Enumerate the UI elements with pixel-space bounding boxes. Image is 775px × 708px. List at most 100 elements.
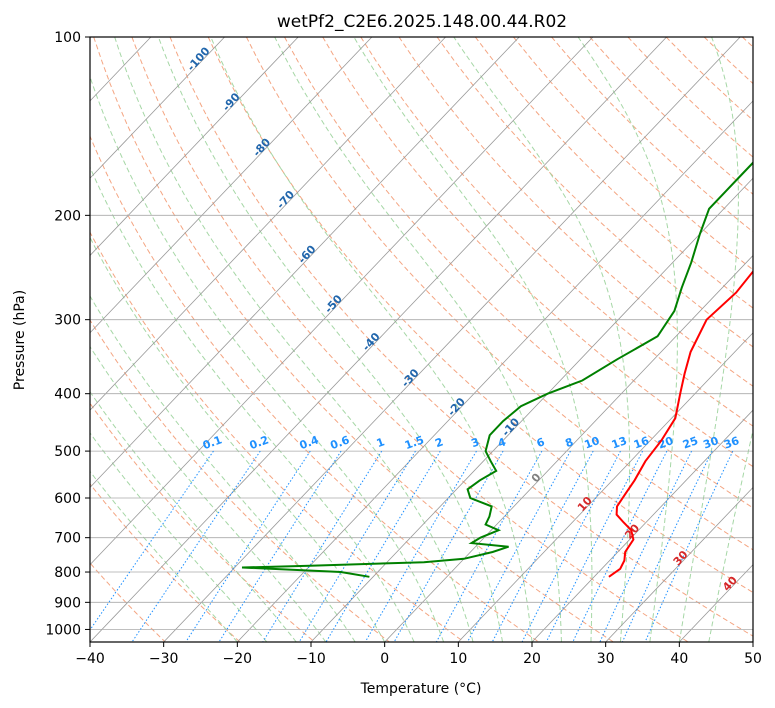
dry-adiabat [93, 37, 614, 642]
mixing-ratio-line [521, 450, 621, 642]
isotherm [90, 37, 225, 179]
dry-adiabat [474, 37, 753, 309]
mixing-ratio-label: 3 [469, 435, 481, 450]
y-tick-label: 500 [54, 444, 81, 460]
moist-adiabat [90, 345, 327, 642]
chart-title: wetPf2_C2E6.2025.148.00.44.R02 [277, 12, 567, 32]
x-tick-label: 50 [744, 651, 762, 667]
mixing-ratio-line [393, 450, 504, 642]
mixing-ratio-line [90, 450, 214, 631]
mixing-ratio-line [491, 450, 594, 642]
y-tick-label: 800 [54, 565, 81, 581]
x-tick-label: −40 [75, 651, 105, 667]
axes: −40 −30 −20 −10 0 10 20 30 40 50 100 200 300 400 500 6 0… [45, 30, 762, 667]
mixing-ratio-line [572, 450, 668, 642]
dry-adiabat [90, 231, 465, 642]
moist-adiabat [274, 37, 562, 642]
moist-adiabat [90, 470, 238, 642]
x-tick-label: 0 [380, 651, 389, 667]
mixing-ratio-label: 30 [701, 434, 720, 452]
mixing-ratio-label: 16 [632, 434, 651, 452]
isotherm [605, 486, 753, 642]
temperature-line [608, 269, 753, 578]
y-tick-label: 900 [54, 595, 81, 611]
x-tick-label: 30 [597, 651, 615, 667]
moist-adiabat [708, 427, 753, 642]
mixing-ratio-line [467, 450, 571, 642]
isotherm [237, 100, 753, 642]
dry-adiabat [360, 37, 753, 427]
y-tick-label: 300 [54, 313, 81, 329]
x-tick-label: −30 [149, 651, 179, 667]
mixing-ratio-label: 13 [610, 434, 629, 451]
mixing-ratio-label: 20 [656, 434, 675, 452]
mixing-ratio-line [185, 450, 311, 642]
mixing-ratio-label: 36 [722, 434, 741, 452]
y-tick-label: 400 [54, 387, 81, 403]
dry-adiabat [436, 37, 753, 348]
isotherm [384, 254, 753, 642]
moist-adiabat [90, 75, 445, 642]
moist-adiabat [678, 37, 739, 642]
x-tick-label: −20 [223, 651, 253, 667]
mixing-ratio-line [298, 450, 416, 642]
mixing-ratio-label: 0.1 [201, 433, 224, 452]
x-tick-label: 20 [523, 651, 541, 667]
y-tick-label: 200 [54, 208, 81, 224]
isotherm [163, 37, 741, 642]
mixing-ratio-label: 6 [535, 435, 547, 450]
dry-adiabat [322, 37, 753, 468]
mixing-ratio-label: 8 [563, 435, 575, 450]
moist-adiabat [90, 390, 297, 642]
isotherm [90, 37, 520, 488]
dry-adiabat [207, 37, 753, 594]
mixing-ratio-label: 0.4 [298, 433, 321, 452]
mixing-ratio-line [545, 450, 644, 642]
isotherm [90, 37, 299, 257]
moist-adiabat [90, 166, 415, 642]
x-tick-label: 10 [449, 651, 467, 667]
mixing-ratio-label: 4 [496, 435, 508, 450]
moist-adiabat [353, 37, 593, 642]
mixing-ratio-line [435, 450, 543, 642]
y-tick-label: 1000 [45, 622, 81, 638]
mixing-ratio-label: 0.6 [329, 433, 352, 452]
isotherm [310, 177, 753, 642]
y-tick-label: 700 [54, 531, 81, 547]
x-tick-label: 40 [670, 651, 688, 667]
mixing-ratio-label: 10 [583, 434, 602, 452]
isotherm [531, 409, 753, 642]
moist-adiabat [577, 37, 678, 642]
moist-adiabat [90, 295, 356, 642]
mixing-ratio-label: 0.2 [248, 433, 271, 452]
dry-adiabat [90, 402, 316, 642]
mixing-ratio-line [218, 450, 342, 642]
x-axis-label: Temperature (°C) [360, 681, 482, 697]
dewpoint-line [241, 161, 753, 578]
isotherm [458, 332, 753, 642]
x-tick-label: −10 [296, 651, 326, 667]
mixing-ratio-line [599, 450, 693, 642]
moist-adiabat [90, 236, 386, 642]
mixing-ratio-label: 2 [433, 435, 445, 450]
mixing-ratio-label: 25 [681, 434, 700, 451]
isotherm [90, 37, 667, 642]
isotherm [90, 37, 446, 411]
y-tick-label: 100 [54, 30, 81, 46]
moist-adiabat [114, 37, 474, 642]
dry-adiabat [284, 37, 753, 509]
moist-adiabat [157, 37, 503, 642]
dry-adiabat [90, 562, 166, 642]
dry-adiabat [245, 37, 753, 551]
mixing-ratio-line [262, 450, 383, 642]
mixing-ratio-label: 1 [375, 435, 387, 450]
isotherm [90, 37, 594, 566]
moist-adiabat [210, 37, 533, 642]
dry-adiabat [398, 37, 753, 387]
mixing-ratio-label: 1.5 [403, 433, 426, 452]
isotherm [90, 37, 373, 334]
mixing-ratio-line [364, 450, 477, 642]
y-axis-label: Pressure (hPa) [12, 290, 28, 390]
plot-frame [89, 36, 754, 643]
